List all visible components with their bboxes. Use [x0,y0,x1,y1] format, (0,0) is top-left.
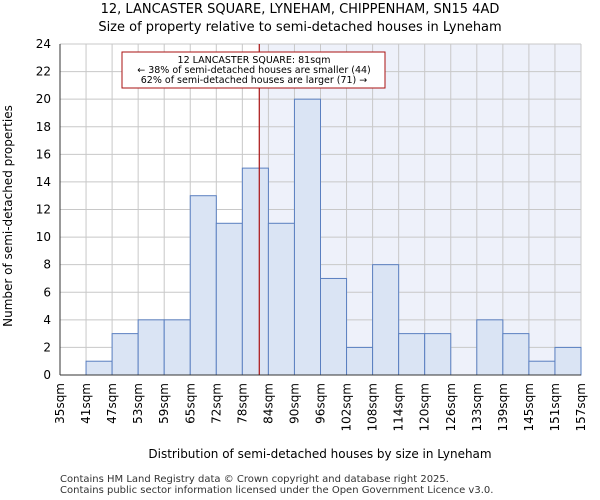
chart-subtitle: Size of property relative to semi-detach… [98,20,502,35]
x-tick-label: 78sqm [235,383,249,424]
y-tick-label: 22 [36,65,51,79]
histogram-bar [85,360,113,376]
histogram-bar [111,333,139,376]
histogram-bar [372,264,400,376]
y-tick-label: 4 [43,313,51,327]
histogram-bar [528,360,556,376]
x-tick-label: 41sqm [79,383,93,424]
histogram-bar [163,319,191,376]
histogram-bar [293,98,322,376]
y-tick-label: 2 [43,340,51,354]
y-tick-label: 14 [36,175,51,189]
histogram-bar [424,333,452,376]
x-tick-label: 53sqm [131,383,145,424]
x-tick-label: 65sqm [183,383,197,424]
x-tick-label: 120sqm [418,383,432,431]
annotation-line-1: 12 LANCASTER SQUARE: 81sqm [178,55,331,66]
histogram-bar [476,319,504,376]
histogram-bar [241,167,269,376]
x-tick-label: 35sqm [53,383,67,424]
histogram-bar [320,277,348,376]
y-tick-label: 8 [43,258,51,272]
x-tick-label: 133sqm [470,383,484,431]
histogram-bar [215,222,243,376]
histogram-bar [137,319,165,376]
histogram-bar [189,195,217,376]
x-tick-label: 139sqm [496,383,510,431]
x-tick-label: 157sqm [574,383,588,431]
x-tick-label: 90sqm [287,383,301,424]
histogram-bar [398,333,426,376]
histogram-bar [502,333,530,376]
x-tick-label: 108sqm [366,383,380,431]
x-tick-label: 84sqm [261,383,275,424]
y-tick-label: 16 [36,147,51,161]
annotation-box [121,51,386,89]
chart-title: 12, LANCASTER SQUARE, LYNEHAM, CHIPPENHA… [100,2,500,17]
annotation-line-2: ← 38% of semi-detached houses are smalle… [137,65,371,76]
x-tick-label: 114sqm [392,383,406,431]
footer-line-2: Contains public sector information licen… [60,485,494,496]
x-tick-label: 126sqm [444,383,458,431]
histogram-bar [346,346,374,376]
x-tick-label: 96sqm [314,383,328,424]
x-tick-label: 102sqm [340,383,354,431]
y-axis-label: Number of semi-detached properties [1,105,15,327]
x-tick-label: 47sqm [105,383,119,424]
annotation-line-3: 62% of semi-detached houses are larger (… [141,75,368,86]
y-tick-label: 24 [36,37,51,51]
y-tick-label: 10 [36,230,51,244]
histogram-bar [267,222,295,376]
y-tick-label: 20 [36,92,51,106]
x-tick-label: 59sqm [157,383,171,424]
x-tick-label: 145sqm [522,383,536,431]
x-axis-label: Distribution of semi-detached houses by … [148,447,491,461]
y-tick-label: 6 [43,285,51,299]
x-tick-label: 151sqm [548,383,562,431]
subject-annotation: 12 LANCASTER SQUARE: 81sqm ← 38% of semi… [121,51,386,89]
y-tick-label: 18 [36,120,51,134]
x-tick-label: 72sqm [209,383,223,424]
y-tick-label: 12 [36,203,51,217]
footer-line-1: Contains HM Land Registry data © Crown c… [60,474,449,485]
y-tick-label: 0 [43,368,51,382]
histogram-bar [554,346,582,376]
